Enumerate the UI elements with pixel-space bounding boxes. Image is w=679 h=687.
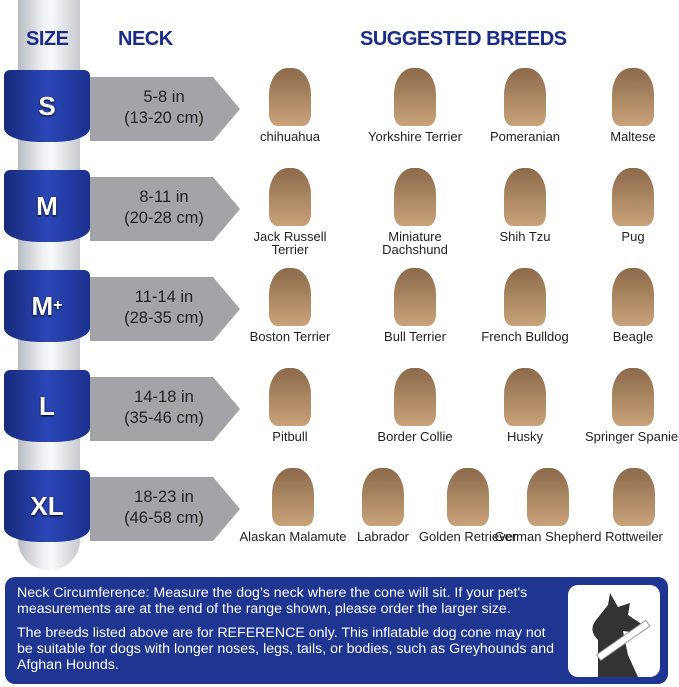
- breed-item: chihuahua: [235, 68, 345, 143]
- dog-photo: [394, 168, 436, 226]
- dog-measuring-neck-icon: [568, 585, 660, 677]
- breed-item: Springer Spaniel: [578, 368, 679, 443]
- dog-photo: [269, 268, 311, 326]
- breed-name: Pitbull: [272, 429, 308, 444]
- breed-item: Boston Terrier: [235, 268, 345, 343]
- breed-item: Pug: [578, 168, 679, 243]
- dog-photo: [504, 68, 546, 126]
- neck-range-arrow: 18-23 in (46-58 cm): [90, 477, 240, 541]
- breed-name: Pug: [621, 229, 645, 244]
- breed-name: Husky: [506, 429, 544, 444]
- size-label: XL: [30, 490, 64, 521]
- breed-name: Golden Retriever: [418, 529, 518, 544]
- neck-range-cm: (20-28 cm): [124, 209, 204, 227]
- neck-range-in: 14-18 in: [134, 388, 194, 406]
- breed-item: Beagle: [578, 268, 679, 343]
- dog-photo: [394, 368, 436, 426]
- neck-range-in: 5-8 in: [143, 88, 185, 106]
- dog-photo: [504, 268, 546, 326]
- breed-item: Border Collie: [360, 368, 470, 443]
- breed-name: Alaskan Malamute: [239, 529, 347, 544]
- breed-name: German Shepherd: [494, 529, 602, 544]
- neck-range-arrow: 5-8 in (13-20 cm): [90, 77, 240, 141]
- neck-range-arrow: 11-14 in (28-35 cm): [90, 277, 240, 341]
- breed-item: German Shepherd: [493, 468, 603, 543]
- breed-name: Bull Terrier: [384, 329, 446, 344]
- breed-item: Rottweiler: [579, 468, 679, 543]
- breed-name: Miniature Dachshund: [382, 229, 448, 257]
- breed-item: Maltese: [578, 68, 679, 143]
- dog-photo: [269, 68, 311, 126]
- size-band-0: S: [4, 70, 90, 142]
- breed-name: chihuahua: [260, 129, 320, 144]
- breed-item: Yorkshire Terrier: [360, 68, 470, 143]
- neck-range-in: 18-23 in: [134, 488, 194, 506]
- breed-name: French Bulldog: [481, 329, 569, 344]
- neck-range-arrow: 14-18 in (35-46 cm): [90, 377, 240, 441]
- size-band-2: M +: [4, 270, 90, 342]
- size-label: M: [36, 190, 58, 221]
- dog-photo: [447, 468, 489, 526]
- size-label: M: [31, 290, 54, 321]
- info-box: Neck Circumference: Measure the dog’s ne…: [5, 577, 668, 684]
- breed-item: Jack Russell Terrier: [235, 168, 345, 256]
- size-header: SIZE: [26, 28, 69, 50]
- neck-header: NECK: [118, 28, 173, 50]
- size-plus: +: [53, 297, 63, 314]
- dog-photo: [394, 268, 436, 326]
- size-label: L: [39, 390, 55, 421]
- dog-photo: [612, 68, 654, 126]
- breed-name: Rottweiler: [605, 529, 663, 544]
- dog-photo: [269, 168, 311, 226]
- dog-photo: [504, 368, 546, 426]
- dog-photo: [612, 168, 654, 226]
- dog-photo: [527, 468, 569, 526]
- neck-range-in: 8-11 in: [139, 188, 189, 206]
- breed-item: Shih Tzu: [470, 168, 580, 243]
- breed-item: Golden Retriever: [413, 468, 523, 543]
- breed-name: Labrador: [356, 529, 410, 544]
- breed-item: Pitbull: [235, 368, 345, 443]
- size-band-4: XL: [4, 470, 90, 542]
- breed-name: Maltese: [610, 129, 656, 144]
- dog-photo: [362, 468, 404, 526]
- dog-photo: [269, 368, 311, 426]
- breed-item: Labrador: [328, 468, 438, 543]
- dog-photo: [394, 68, 436, 126]
- breed-item: Pomeranian: [470, 68, 580, 143]
- neck-range-cm: (46-58 cm): [124, 509, 204, 527]
- dog-photo: [613, 468, 655, 526]
- breed-name: Boston Terrier: [249, 329, 331, 344]
- size-band-3: L: [4, 370, 90, 442]
- breed-name: Yorkshire Terrier: [368, 129, 462, 144]
- breed-item: Husky: [470, 368, 580, 443]
- dog-photo: [272, 468, 314, 526]
- size-band-1: M: [4, 170, 90, 242]
- reference-note: The breeds listed above are for REFERENC…: [17, 625, 555, 673]
- breed-item: Miniature Dachshund: [360, 168, 470, 256]
- breed-name: Jack Russell Terrier: [253, 229, 327, 257]
- breed-name: Pomeranian: [489, 129, 561, 144]
- breed-item: Alaskan Malamute: [238, 468, 348, 543]
- breed-item: Bull Terrier: [360, 268, 470, 343]
- neck-note: Neck Circumference: Measure the dog’s ne…: [17, 585, 528, 617]
- neck-range-cm: (35-46 cm): [124, 409, 204, 427]
- breed-name: Border Collie: [377, 429, 453, 444]
- breed-name: Beagle: [612, 329, 654, 344]
- neck-range-cm: (13-20 cm): [124, 109, 204, 127]
- breeds-header: SUGGESTED BREEDS: [360, 28, 567, 50]
- size-label: S: [38, 90, 56, 121]
- neck-range-cm: (28-35 cm): [124, 309, 204, 327]
- neck-range-arrow: 8-11 in (20-28 cm): [90, 177, 240, 241]
- dog-photo: [504, 168, 546, 226]
- breed-item: French Bulldog: [470, 268, 580, 343]
- neck-range-in: 11-14 in: [134, 288, 194, 306]
- breed-name: Shih Tzu: [499, 229, 551, 244]
- dog-photo: [612, 368, 654, 426]
- breed-name: Springer Spaniel: [584, 429, 679, 444]
- dog-photo: [612, 268, 654, 326]
